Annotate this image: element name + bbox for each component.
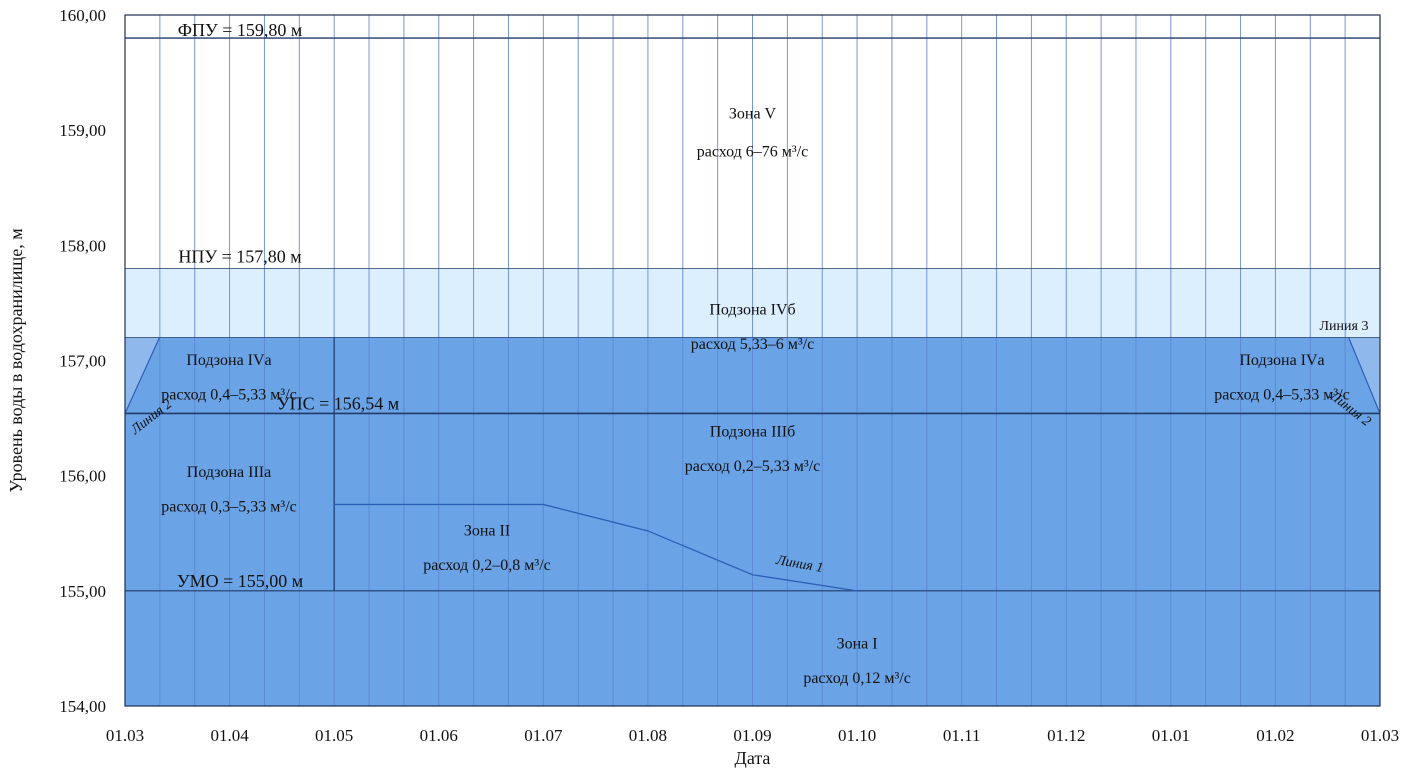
x-axis-title: Дата [735, 748, 771, 768]
x-tick-label: 01.10 [838, 726, 876, 745]
line2-left [124, 337, 161, 414]
line1 [334, 503, 858, 592]
x-tick-label: 01.06 [420, 726, 458, 745]
zone-name: Подзона IVа [186, 352, 271, 369]
y-tick-label: 156,00 [59, 467, 106, 486]
x-tick-label: 01.11 [943, 726, 981, 745]
x-tick-label: 01.08 [629, 726, 667, 745]
zone-name: Зона II [464, 523, 510, 540]
x-tick-label: 01.07 [524, 726, 563, 745]
level-label-ups: УПС = 156,54 м [277, 393, 399, 413]
x-tick-label: 01.04 [210, 726, 249, 745]
y-tick-label: 154,00 [59, 697, 106, 716]
zone-name: Подзона IIIб [710, 424, 795, 441]
plot-frame [124, 14, 1381, 707]
y-tick-label: 160,00 [59, 6, 106, 25]
x-tick-label: 01.09 [733, 726, 771, 745]
zone-name: Зона I [837, 635, 878, 652]
zone-flow: расход 0,2–5,33 м³/с [685, 458, 821, 475]
x-tick-label: 01.03 [1361, 726, 1399, 745]
y-tick-label: 157,00 [59, 352, 106, 371]
x-tick-label: 01.05 [315, 726, 353, 745]
y-tick-label: 158,00 [59, 236, 106, 255]
zone-name: Подзона IVб [709, 301, 795, 318]
line2-right [1348, 337, 1381, 414]
y-axis-title: Уровень воды в водохранилище, м [6, 228, 26, 492]
level-label-umo: УМО = 155,00 м [177, 571, 303, 591]
level-label-fpu: ФПУ = 159,80 м [178, 20, 303, 40]
x-tick-label: 01.01 [1152, 726, 1190, 745]
zone-name: Подзона IVа [1239, 352, 1324, 369]
y-tick-label: 155,00 [59, 582, 106, 601]
x-tick-label: 01.03 [106, 726, 144, 745]
x-tick-label: 01.02 [1256, 726, 1294, 745]
level-label-npu: НПУ = 157,80 м [178, 246, 301, 266]
zone-flow: расход 0,4–5,33 м³/с [161, 387, 297, 404]
zone-name: Зона V [729, 106, 777, 123]
zone-flow: расход 0,3–5,33 м³/с [161, 498, 297, 515]
x-tick-label: 01.12 [1047, 726, 1085, 745]
zone-flow: расход 6–76 м³/с [697, 144, 809, 161]
zone-name: Подзона IIIа [187, 464, 271, 481]
line3-label: Линия 3 [1320, 319, 1369, 334]
zone-flow: расход 5,33–6 м³/с [691, 336, 815, 353]
y-tick-label: 159,00 [59, 121, 106, 140]
zone-flow: расход 0,2–0,8 м³/с [423, 557, 551, 574]
zone-flow: расход 0,4–5,33 м³/с [1214, 387, 1350, 404]
zone-flow: расход 0,12 м³/с [803, 670, 911, 687]
